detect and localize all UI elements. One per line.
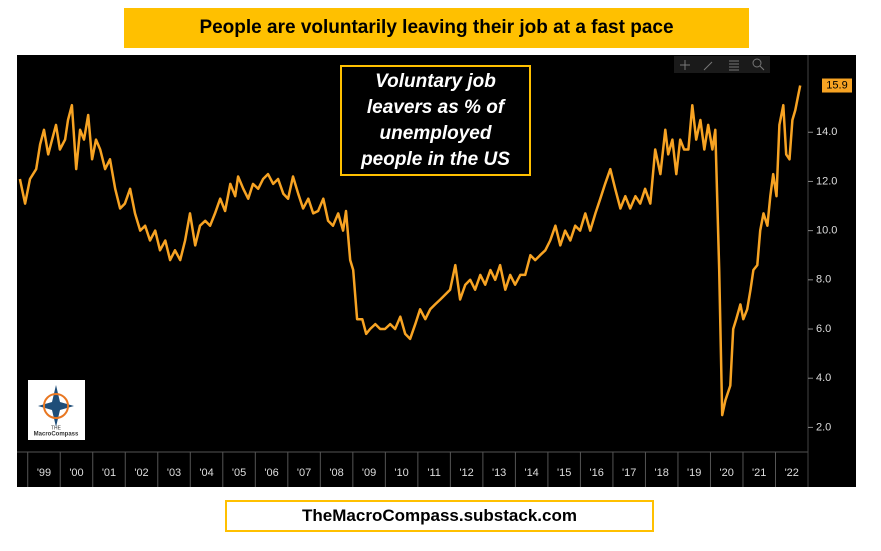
zoom-icon[interactable] (752, 58, 762, 68)
x-tick-label: '13 (492, 467, 506, 479)
x-tick-label: '09 (362, 467, 376, 479)
x-tick-label: '19 (687, 467, 701, 479)
last-value-tag (822, 78, 852, 93)
x-tick-label: '03 (167, 467, 181, 479)
toolbar (674, 56, 770, 73)
x-tick-label: '02 (134, 467, 148, 479)
x-tick-label: '10 (394, 467, 408, 479)
x-tick-label: '20 (720, 467, 734, 479)
y-tick-label: 14.0 (816, 126, 837, 138)
toolbar-bg (674, 56, 770, 73)
x-tick-label: '99 (37, 467, 51, 479)
series-line (18, 85, 802, 417)
y-tick-label: 12.0 (816, 175, 837, 187)
x-tick-label: '05 (232, 467, 246, 479)
crosshair-icon[interactable] (680, 60, 690, 70)
y-tick-label: 2.0 (816, 421, 831, 433)
footer: TheMacroCompass.substack.com (225, 500, 654, 532)
x-tick-label: '06 (264, 467, 278, 479)
logo-ring (43, 393, 69, 419)
last-value-label: 15.9 (826, 79, 847, 91)
logo-star (38, 385, 74, 427)
logo-text: THE (51, 425, 62, 431)
menu-icon[interactable] (729, 60, 739, 71)
y-tick-label: 10.0 (816, 225, 837, 237)
x-tick-label: '08 (329, 467, 343, 479)
x-tick-label: '17 (622, 467, 636, 479)
x-tick-label: '16 (590, 467, 604, 479)
annotation: Voluntary job leavers as % of unemployed… (340, 65, 531, 176)
logo: THE MacroCompass (28, 380, 85, 440)
y-tick-label: 8.0 (816, 274, 831, 286)
x-tick-label: '14 (524, 467, 538, 479)
x-tick-label: '15 (557, 467, 571, 479)
x-tick-label: '22 (785, 467, 799, 479)
x-tick-label: '07 (297, 467, 311, 479)
logo-text: MacroCompass (34, 432, 79, 438)
x-tick-label: '04 (199, 467, 213, 479)
y-tick-label: 6.0 (816, 323, 831, 335)
x-tick-label: '12 (459, 467, 473, 479)
x-tick-label: '18 (655, 467, 669, 479)
chart-title: People are voluntarily leaving their job… (124, 8, 749, 48)
x-tick-label: '11 (427, 467, 441, 479)
x-tick-label: '21 (752, 467, 766, 479)
zoom-icon-handle[interactable] (759, 65, 765, 71)
x-tick-label: '01 (102, 467, 116, 479)
y-tick-label: 4.0 (816, 372, 831, 384)
x-tick-label: '00 (69, 467, 83, 479)
draw-icon[interactable] (703, 61, 713, 71)
